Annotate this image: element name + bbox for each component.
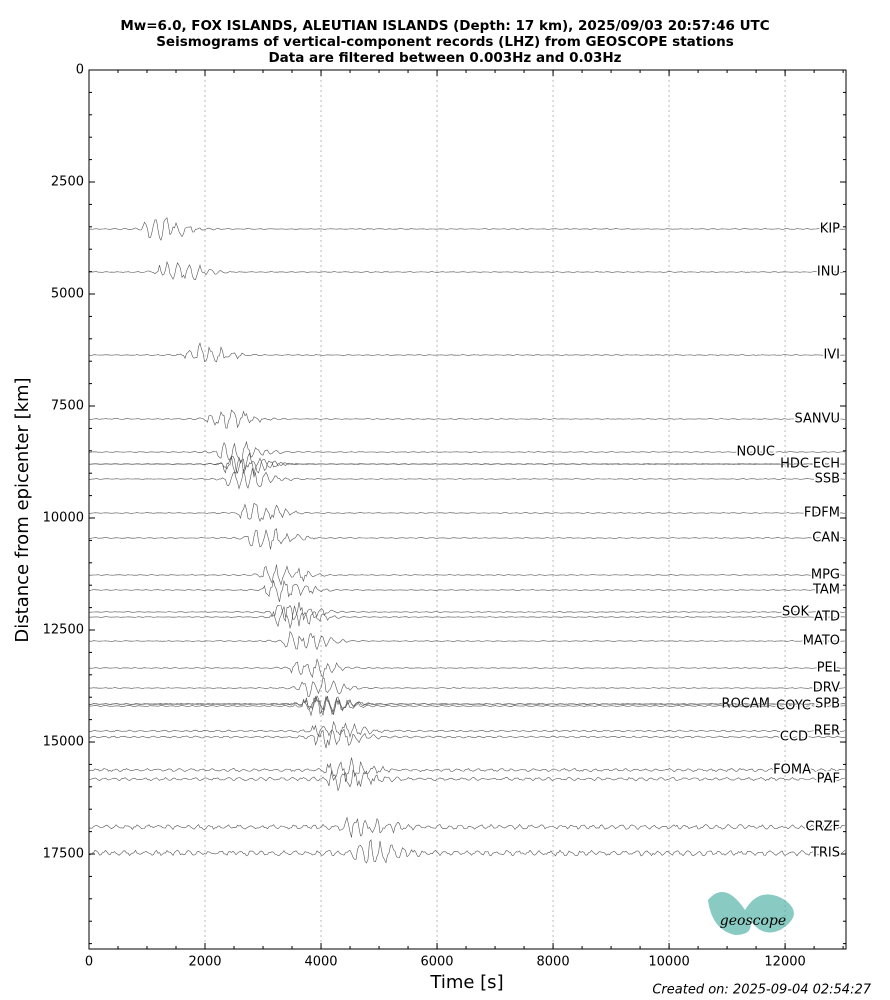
x-tick-label: 4000 (304, 955, 337, 970)
station-label: SSB (815, 471, 840, 486)
station-label: CRZF (806, 820, 841, 835)
plot-frame (88, 69, 847, 950)
station-label: PAF (817, 772, 840, 787)
x-tick-label: 2000 (188, 955, 221, 970)
trace (89, 728, 846, 749)
station-label: ATD (814, 610, 840, 625)
station-label: TRIS (810, 846, 840, 861)
trace (89, 816, 846, 838)
logo-text: geoscope (720, 913, 786, 929)
trace (89, 839, 846, 864)
trace (88, 630, 846, 651)
station-label: SPB (815, 697, 840, 712)
station-label: KIP (820, 221, 840, 236)
station-label: MATO (803, 634, 840, 649)
y-tick-label: 7500 (51, 399, 84, 414)
trace (88, 409, 845, 429)
trace (88, 564, 846, 586)
trace (88, 579, 846, 602)
x-tick-label: 0 (85, 955, 93, 970)
station-label: RER (814, 723, 840, 738)
trace (89, 502, 846, 522)
y-tick-label: 5000 (51, 287, 84, 302)
y-tick-label: 15000 (43, 735, 84, 750)
station-label: IVI (823, 348, 840, 363)
trace (88, 658, 846, 678)
x-tick-label: 6000 (420, 955, 453, 970)
x-tick-label: 10000 (648, 955, 689, 970)
trace (88, 342, 846, 363)
logo: geoscope (708, 892, 794, 935)
station-label: COYC (776, 698, 811, 713)
trace (89, 676, 846, 697)
station-label: INU (817, 265, 840, 280)
trace (88, 528, 846, 550)
station-label: MPG (811, 567, 840, 582)
station-label: TAM (812, 583, 840, 598)
x-axis-label: Time [s] (429, 972, 503, 993)
y-tick-label: 0 (76, 63, 84, 78)
trace (88, 217, 846, 241)
footer: Created on: 2025-09-04 02:54:27 (652, 983, 871, 998)
trace (88, 769, 846, 792)
x-tick-label: 8000 (537, 955, 570, 970)
trace (88, 260, 846, 281)
trace (88, 720, 846, 739)
trace (88, 757, 846, 782)
station-label: DRV (813, 681, 840, 696)
trace (89, 456, 846, 474)
trace (88, 440, 846, 464)
trace (88, 601, 846, 622)
trace (88, 695, 845, 717)
y-tick-label: 12500 (43, 623, 84, 638)
x-tick-label: 12000 (764, 955, 805, 970)
chart-title: Mw=6.0, FOX ISLANDS, ALEUTIAN ISLANDS (D… (120, 18, 769, 34)
station-label: SOK (782, 605, 809, 620)
station-label: CCD (780, 730, 808, 745)
station-label: NOUC (736, 445, 775, 460)
y-tick-label: 2500 (51, 175, 84, 190)
chart-subtitle: Data are filtered between 0.003Hz and 0.… (268, 50, 621, 66)
y-axis-label: Distance from epicenter [km] (12, 377, 33, 642)
station-label: FOMA (773, 763, 811, 778)
y-tick-label: 10000 (43, 511, 84, 526)
chart-subtitle: Seismograms of vertical-component record… (156, 34, 734, 50)
station-label: ROCAM (722, 697, 770, 712)
trace (88, 695, 846, 716)
y-tick-label: 17500 (43, 847, 84, 862)
station-label: ECH (813, 457, 840, 472)
station-label: CAN (812, 530, 840, 545)
trace (88, 605, 846, 630)
station-label: PEL (817, 661, 841, 676)
station-label: FDFM (804, 505, 840, 520)
trace (89, 468, 846, 490)
station-label: SANVU (794, 412, 840, 427)
